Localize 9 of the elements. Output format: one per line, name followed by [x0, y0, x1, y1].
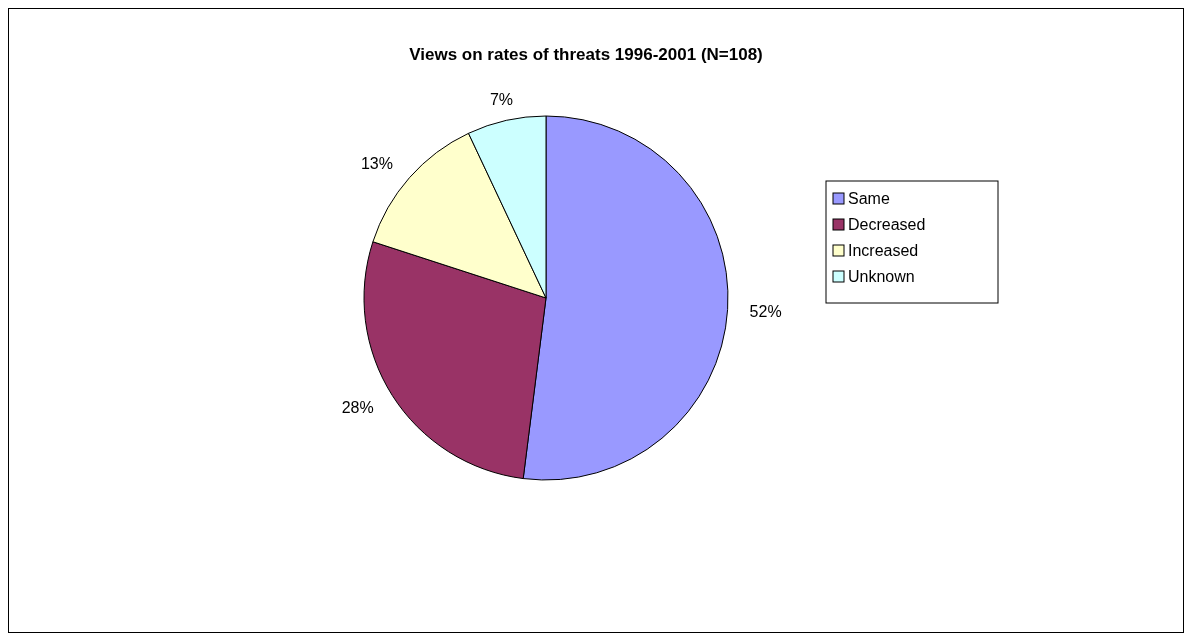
legend-label: Increased	[848, 242, 919, 259]
data-label: 13%	[360, 155, 393, 173]
chart-title: Views on rates of threats 1996-2001 (N=108)	[409, 45, 763, 64]
data-label: 7%	[489, 90, 514, 108]
legend-label: Unknown	[848, 268, 915, 285]
data-label: 28%	[341, 399, 374, 417]
data-label: 52%	[749, 302, 782, 320]
legend-label: Same	[848, 190, 890, 207]
legend-label: Decreased	[848, 216, 926, 233]
